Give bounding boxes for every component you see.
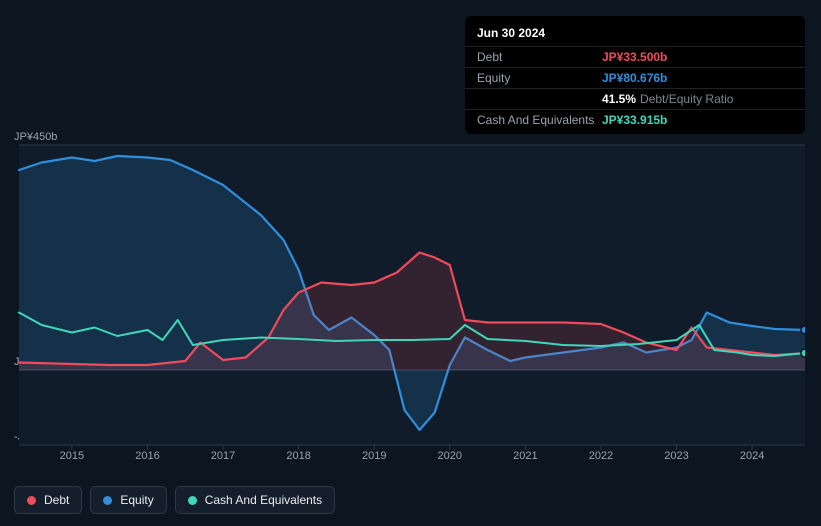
tooltip-row-value: JP¥80.676b [602,71,667,85]
x-tick-label: 2021 [513,450,537,462]
tooltip-date: Jun 30 2024 [465,20,805,46]
tooltip-row-value: JP¥33.500b [602,50,667,64]
tooltip-row-label: Cash And Equivalents [477,113,602,127]
tooltip-row: DebtJP¥33.500b [465,46,805,67]
legend-dot-debt [27,496,36,505]
tooltip-row-label: Debt [477,50,602,64]
legend-label: Cash And Equivalents [205,493,322,507]
tooltip-row-value: 41.5% [602,92,636,106]
legend: Debt Equity Cash And Equivalents [14,486,335,514]
tooltip-row-extra: Debt/Equity Ratio [640,92,733,106]
x-tick-label: 2018 [286,450,310,462]
tooltip-row: EquityJP¥80.676b [465,67,805,88]
tooltip-row: 41.5% Debt/Equity Ratio [465,88,805,109]
x-tick-label: 2019 [362,450,386,462]
legend-label: Equity [120,493,153,507]
x-tick-label: 2023 [664,450,688,462]
legend-label: Debt [44,493,69,507]
chart-plot [14,120,805,470]
x-axis: 2015 2016 2017 2018 2019 2020 2021 2022 2023 2024 [14,450,805,470]
chart-tooltip: Jun 30 2024 DebtJP¥33.500bEquityJP¥80.67… [465,16,805,134]
tooltip-row-label [477,92,602,106]
legend-item-debt[interactable]: Debt [14,486,82,514]
tooltip-row: Cash And EquivalentsJP¥33.915b [465,109,805,130]
x-tick-label: 2015 [60,450,84,462]
x-tick-label: 2017 [211,450,235,462]
legend-dot-cash [188,496,197,505]
legend-item-cash[interactable]: Cash And Equivalents [175,486,335,514]
x-tick-label: 2024 [740,450,764,462]
x-tick-label: 2022 [589,450,613,462]
x-tick-label: 2020 [438,450,462,462]
legend-dot-equity [103,496,112,505]
legend-item-equity[interactable]: Equity [90,486,166,514]
x-tick-label: 2016 [135,450,159,462]
tooltip-row-label: Equity [477,71,602,85]
tooltip-row-value: JP¥33.915b [602,113,667,127]
